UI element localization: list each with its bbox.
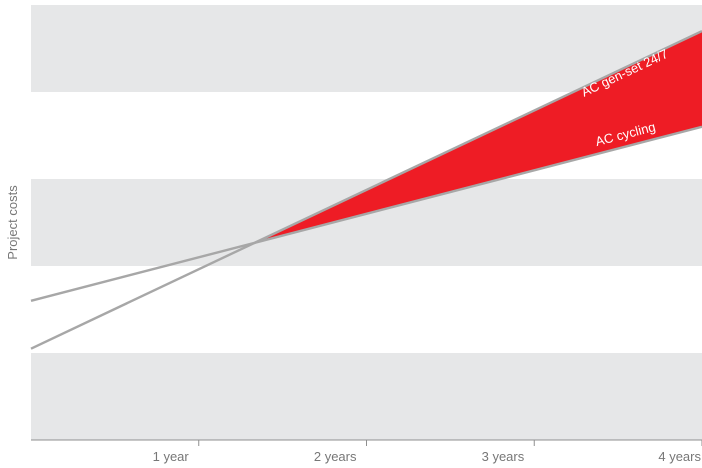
x-tick-label: 2 years (314, 449, 357, 464)
x-tick-label: 4 years (658, 449, 701, 464)
x-tick-label: 1 year (153, 449, 190, 464)
series-line-ac-gen-set (30, 30, 702, 350)
background-band (31, 353, 702, 440)
x-axis (31, 439, 702, 446)
series-lines-layer (30, 30, 702, 350)
background-bands (31, 5, 702, 440)
background-band (31, 5, 702, 92)
series-line-ac-cycling (30, 125, 702, 302)
y-axis-label: Project costs (5, 185, 20, 260)
x-tick-label: 3 years (482, 449, 525, 464)
